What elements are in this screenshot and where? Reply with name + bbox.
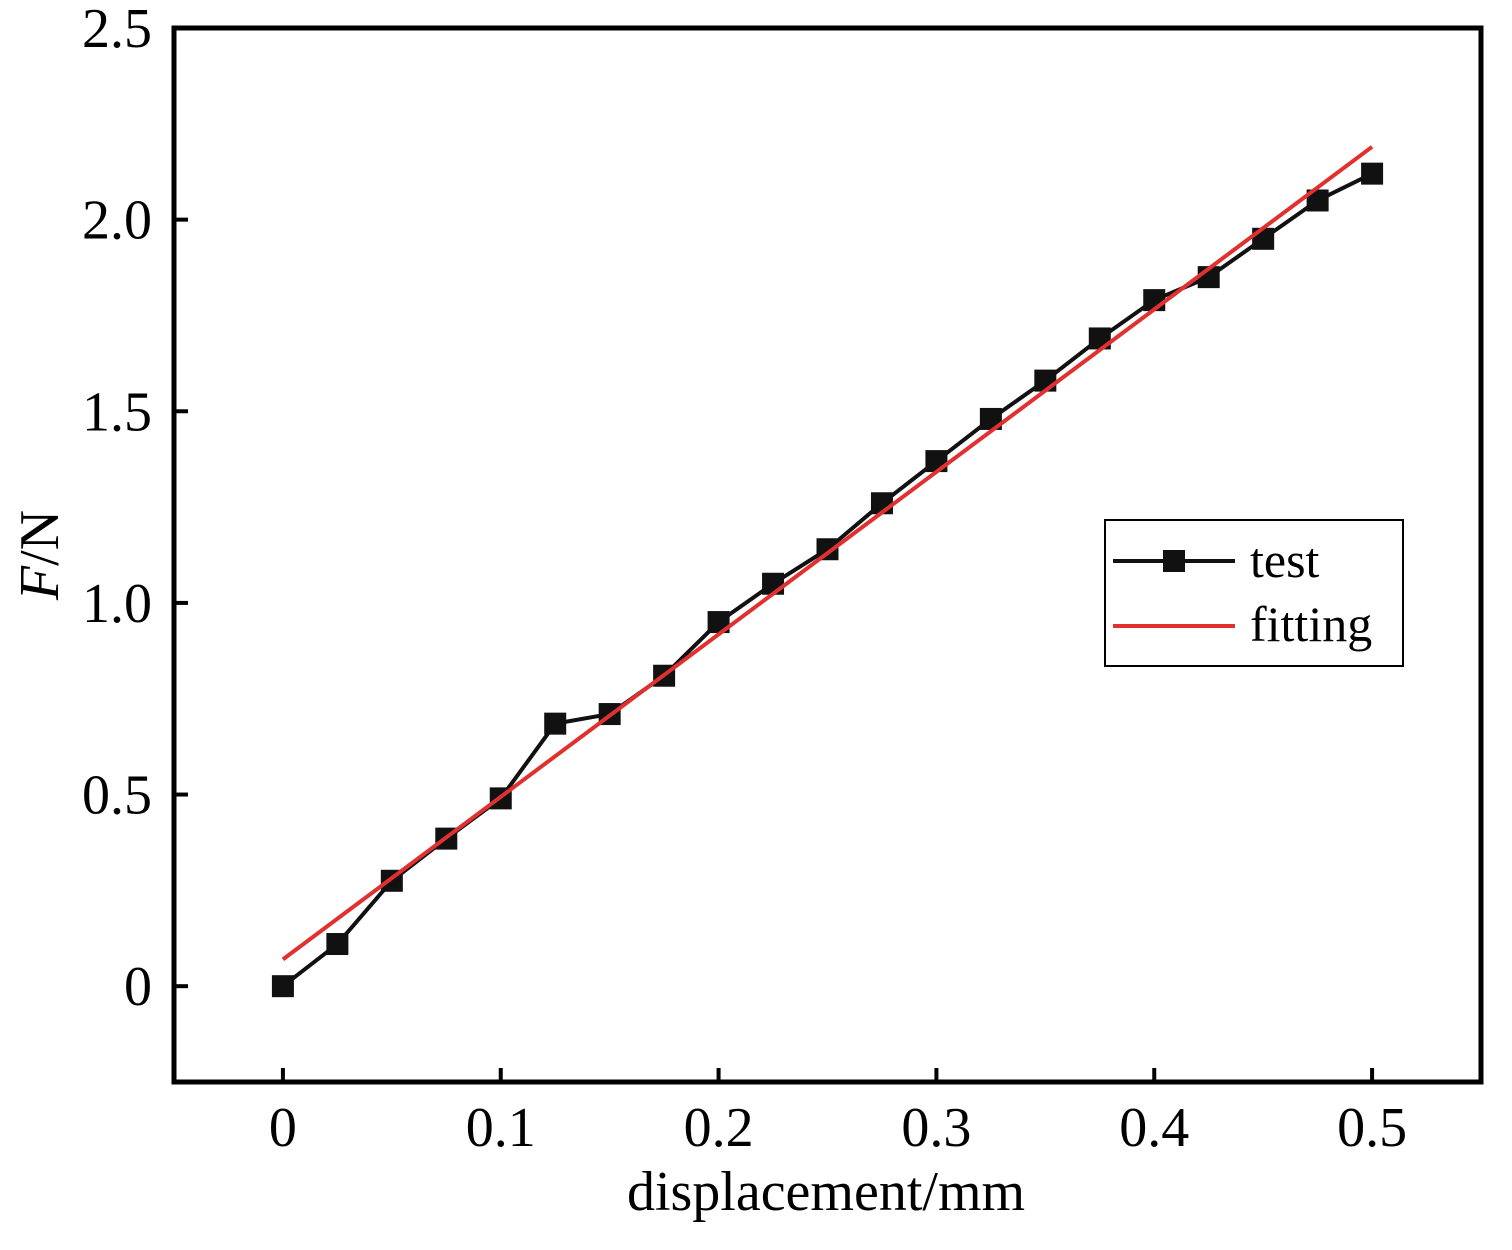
x-tick-label: 0.5 xyxy=(1337,1097,1407,1159)
plot-frame xyxy=(171,25,1484,1085)
legend-test-label: test xyxy=(1250,532,1320,588)
series-layer xyxy=(271,145,1384,998)
y-axis-ticks: 0 0.5 1.0 1.5 2.0 2.5 xyxy=(82,0,188,1018)
test-data-point xyxy=(544,712,567,735)
y-tick-label: 1.5 xyxy=(82,381,152,443)
y-tick-label: 1.0 xyxy=(82,573,152,635)
x-tick-label: 0.2 xyxy=(684,1097,754,1159)
test-data-point xyxy=(271,975,294,998)
x-axis-title: displacement/mm xyxy=(627,1161,1025,1223)
test-data-point xyxy=(1306,189,1329,212)
x-tick-label: 0.4 xyxy=(1119,1097,1189,1159)
y-tick-label: 0.5 xyxy=(82,765,152,827)
legend-box xyxy=(1104,519,1404,667)
legend-test-marker xyxy=(1163,550,1185,572)
test-data-point xyxy=(979,407,1002,430)
series-fitting-line xyxy=(281,145,1374,961)
x-axis-ticks: 0 0.1 0.2 0.3 0.4 0.5 xyxy=(269,1068,1407,1159)
test-data-point xyxy=(1361,162,1384,185)
y-tick-label: 2.0 xyxy=(82,190,152,252)
test-data-point xyxy=(707,611,730,634)
y-axis-title-unit: /N xyxy=(9,510,71,566)
legend-fitting-label: fitting xyxy=(1250,596,1372,652)
y-tick-label: 0 xyxy=(124,956,152,1018)
test-data-point xyxy=(326,933,349,956)
x-tick-label: 0.1 xyxy=(466,1097,536,1159)
y-tick-label: 2.5 xyxy=(82,0,152,60)
y-axis-title: F/N xyxy=(9,510,71,601)
y-axis-title-symbol: F xyxy=(9,565,71,601)
series-fitting xyxy=(281,145,1374,961)
legend: test fitting xyxy=(1104,519,1404,667)
x-tick-label: 0 xyxy=(269,1097,297,1159)
x-tick-label: 0.3 xyxy=(901,1097,971,1159)
test-data-point xyxy=(925,450,948,473)
test-data-point xyxy=(1252,227,1275,250)
